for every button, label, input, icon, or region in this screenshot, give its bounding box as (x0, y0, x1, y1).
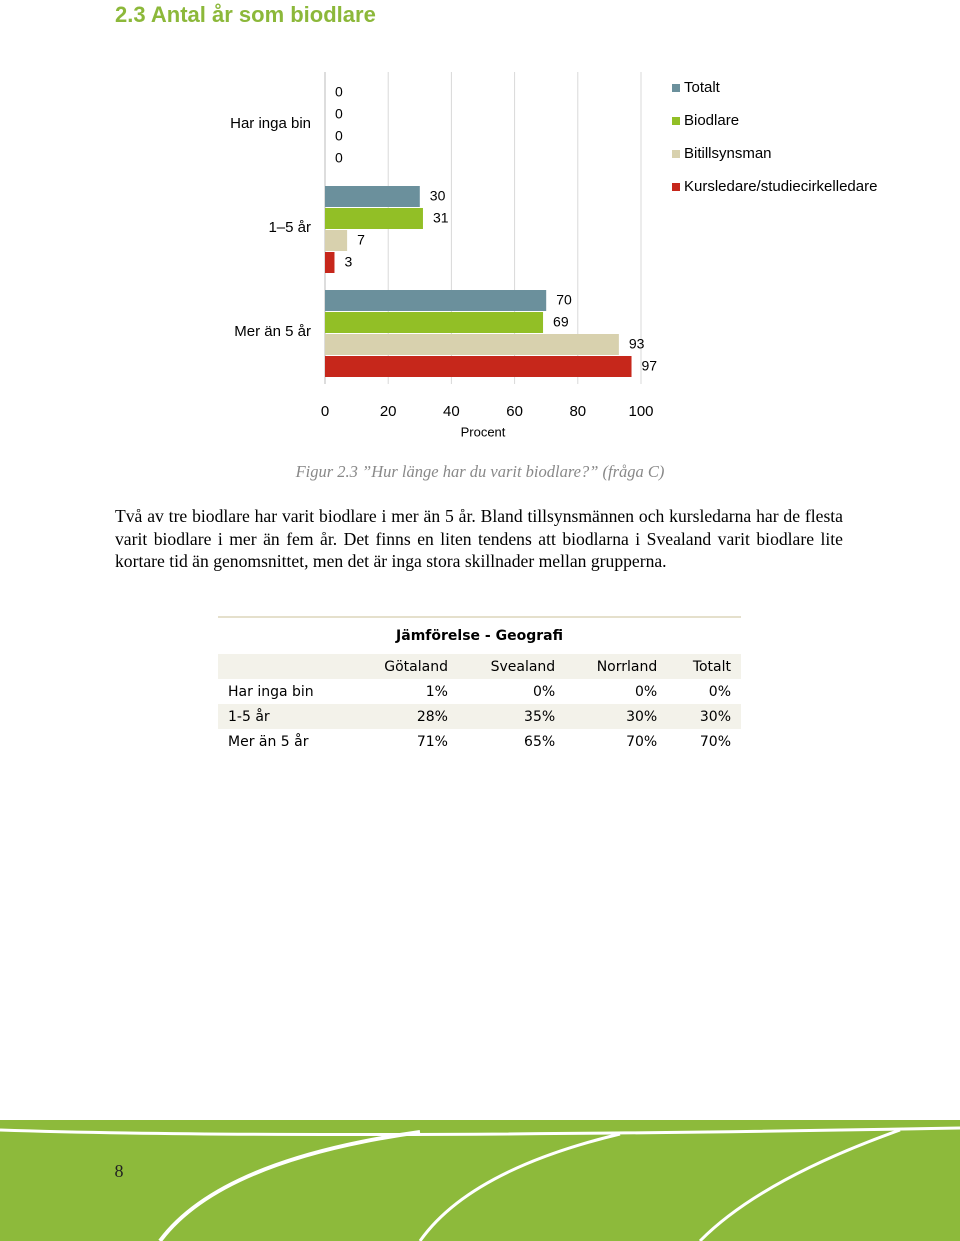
x-tick-label: 20 (380, 403, 397, 420)
footer-curve (698, 1128, 901, 1241)
header-cell (218, 654, 352, 679)
x-tick-label: 100 (628, 403, 653, 420)
data-label: 97 (642, 358, 658, 374)
data-label: 0 (335, 84, 343, 100)
data-label: 30 (430, 188, 446, 204)
footer-curve (418, 1132, 621, 1241)
paragraph: Två av tre biodlare har varit biodlare i… (115, 506, 843, 571)
x-axis-label: Procent (461, 424, 506, 439)
caption: Figur 2.3 ”Hur länge har du varit biodla… (295, 462, 665, 481)
table-title-row: Jämförelse - Geografi (218, 617, 741, 654)
table-header-row: Götaland Svealand Norrland Totalt (218, 654, 741, 679)
cell: 1% (425, 683, 448, 700)
data-label: 70 (556, 292, 572, 308)
chart: 0 20 40 60 80 100 Procent Har inga bin 0 0 0 0 1–5 å… (230, 72, 877, 439)
data-label: 0 (335, 128, 343, 144)
row-label: 1-5 år (218, 704, 352, 729)
row-label: Mer än 5 år (228, 733, 309, 750)
category-label: Har inga bin (230, 115, 311, 132)
cell: 0% (532, 683, 556, 700)
table: Jämförelse - Geografi Götaland Svealand Nor… (218, 616, 741, 754)
cell: 70% (626, 733, 658, 750)
data-label: 0 (335, 106, 343, 122)
data-label: 69 (553, 314, 569, 330)
legend-label: Totalt (684, 79, 721, 96)
heading: 2.3 Antal år som biodlare (115, 2, 376, 27)
data-label: 3 (344, 254, 352, 270)
bar (325, 208, 423, 229)
footer-band: 8 (0, 1120, 960, 1241)
x-tick-label: 60 (506, 403, 523, 420)
table-title: Jämförelse - Geografi (396, 628, 563, 644)
cell: 28% (351, 704, 458, 729)
legend-label: Bitillsynsman (684, 145, 772, 162)
header-cell: Svealand (457, 654, 566, 679)
header-cell: Totalt (667, 654, 741, 679)
bar (325, 312, 544, 333)
legend-swatch (672, 150, 680, 158)
legend-swatch (672, 183, 680, 191)
cell: 30% (565, 704, 668, 729)
cell: 65% (524, 733, 556, 750)
legend-label: Biodlare (684, 112, 739, 129)
footer-bg (0, 1120, 960, 1241)
footer-curve (158, 1130, 421, 1241)
bar (325, 356, 632, 377)
footer-curve (0, 1126, 960, 1137)
cell: 0% (708, 683, 731, 700)
cell: 71% (416, 733, 448, 750)
legend-label: Kursledare/studiecirkelledare (684, 178, 877, 195)
bar (325, 252, 335, 273)
category-label: 1–5 år (268, 219, 311, 236)
legend-swatch (672, 117, 680, 125)
x-tick-label: 80 (569, 403, 586, 420)
data-label: 31 (433, 210, 449, 226)
x-tick-label: 40 (443, 403, 460, 420)
table-row: Har inga bin 1% 0% 0% 0% (218, 679, 741, 704)
table-row: 1-5 år 28% 35% 30% 30% (218, 704, 741, 729)
page-number: 8 (115, 1161, 124, 1181)
table-row: Mer än 5 år 71% 65% 70% 70% (218, 729, 741, 754)
header-cell: Götaland (351, 654, 458, 679)
category-label: Mer än 5 år (234, 323, 311, 340)
legend-swatch (672, 84, 680, 92)
cell: 70% (699, 733, 731, 750)
cell: 30% (667, 704, 741, 729)
header-cell: Norrland (565, 654, 668, 679)
bar (325, 230, 348, 251)
bar (325, 334, 619, 355)
x-tick-label: 0 (321, 403, 329, 420)
cell: 0% (635, 683, 658, 700)
bar (325, 186, 420, 207)
data-label: 93 (629, 336, 645, 352)
row-label: Har inga bin (228, 683, 314, 700)
cell: 35% (457, 704, 566, 729)
bar (325, 290, 547, 311)
data-label: 7 (357, 232, 365, 248)
data-label: 0 (335, 150, 343, 166)
